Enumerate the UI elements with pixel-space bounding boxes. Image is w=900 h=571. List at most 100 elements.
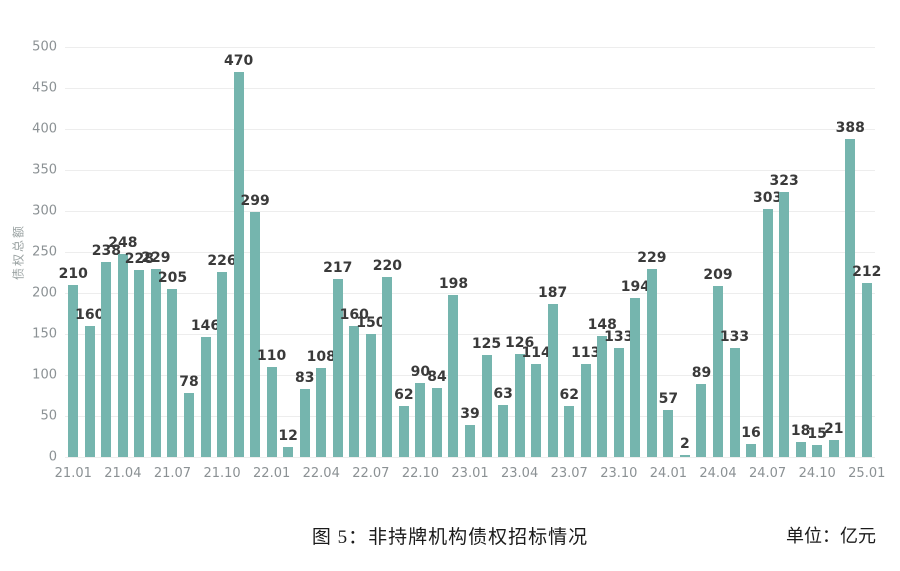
bar-column: 21 xyxy=(824,47,843,457)
bar xyxy=(283,447,294,457)
bar xyxy=(613,347,624,457)
bar-value-label: 133 xyxy=(604,328,634,345)
bar xyxy=(415,383,426,457)
bar-column: 229 xyxy=(141,47,171,457)
bar xyxy=(547,303,558,457)
bar-value-label: 229 xyxy=(141,250,171,267)
bar-column: 78 xyxy=(179,47,199,457)
bar xyxy=(795,442,806,457)
bar-value-label: 113 xyxy=(571,345,601,362)
bar-column: 2 xyxy=(677,47,694,457)
bar-column: 210 21.01 xyxy=(55,47,92,481)
gridline xyxy=(65,170,875,171)
bar-column: 160 xyxy=(75,47,104,457)
bar-column: 133 23.10 xyxy=(600,47,637,481)
bar-column: 133 xyxy=(720,47,749,457)
bar xyxy=(101,261,112,457)
bar-column: 248 21.04 xyxy=(104,47,141,481)
chart-caption: 图 5：非持牌机构债权招标情况 xyxy=(311,527,589,548)
x-tick-label: 21.10 xyxy=(203,466,241,481)
gridline xyxy=(65,211,875,212)
bar xyxy=(580,364,591,457)
bar xyxy=(762,208,773,457)
bar-column: 470 xyxy=(224,47,253,457)
bar-value-label: 114 xyxy=(521,344,551,361)
bar-column: 217 xyxy=(323,47,352,457)
bar xyxy=(746,443,757,457)
bar-column: 90 22.10 xyxy=(402,47,439,481)
bar-value-label: 388 xyxy=(835,119,865,136)
gridline xyxy=(65,252,875,253)
bar-value-label: 146 xyxy=(190,318,221,335)
bar xyxy=(382,276,393,457)
bar xyxy=(217,271,228,457)
unit-label: 单位：亿元 xyxy=(786,526,876,546)
gridline xyxy=(65,293,875,294)
x-tick-label: 24.10 xyxy=(798,466,836,481)
bar-value-label: 62 xyxy=(394,387,414,404)
y-tick-label: 50 xyxy=(40,408,57,424)
bar-value-label: 18 xyxy=(790,423,811,440)
bar xyxy=(845,138,856,457)
x-tick-label: 22.07 xyxy=(352,466,390,481)
bar-value-label: 150 xyxy=(356,315,386,331)
bar-value-label: 90 xyxy=(410,364,431,381)
bar-column: 18 xyxy=(790,47,811,457)
bar-value-label: 89 xyxy=(691,365,712,382)
bar-column: 15 24.10 xyxy=(799,47,836,481)
bar xyxy=(365,334,376,457)
y-tick-label: 350 xyxy=(32,162,57,178)
bar-value-label: 63 xyxy=(493,386,513,403)
bar-value-label: 226 xyxy=(207,252,237,269)
bar xyxy=(828,439,839,457)
bar-value-label: 83 xyxy=(294,369,315,386)
bar-value-label: 303 xyxy=(752,189,783,206)
bar-column: 220 xyxy=(373,47,402,457)
bar-chart: 债权总额 0 50 100 150 200 250 300 350 400 450 500 210 2… xyxy=(12,40,886,482)
x-tick-label: 25.01 xyxy=(848,466,886,481)
bar-column: 12 xyxy=(278,47,298,457)
bar-value-label: 220 xyxy=(372,257,402,274)
bar xyxy=(299,388,310,457)
bar-value-label: 187 xyxy=(538,284,568,301)
x-tick-label: 24.04 xyxy=(699,466,737,481)
x-tick-label: 23.10 xyxy=(600,466,638,481)
bar-column: 39 23.01 xyxy=(451,47,488,481)
bar-column: 323 xyxy=(769,47,799,457)
bar-column: 125 xyxy=(472,47,501,457)
bar-column: 57 24.01 xyxy=(650,47,687,481)
bar-column: 89 xyxy=(691,47,712,457)
bar-value-label: 198 xyxy=(438,275,469,292)
bar xyxy=(448,294,459,457)
bar-value-label: 205 xyxy=(157,269,188,286)
y-tick-label: 500 xyxy=(32,39,57,55)
bar-value-label: 470 xyxy=(223,52,254,69)
bar xyxy=(696,384,707,457)
bar-value-label: 210 xyxy=(58,265,88,282)
bar-value-label: 39 xyxy=(460,406,480,423)
bar xyxy=(200,337,211,457)
bar xyxy=(134,270,145,457)
bar-value-label: 126 xyxy=(504,334,535,351)
x-tick-label: 24.01 xyxy=(649,466,687,481)
x-tick-label: 23.01 xyxy=(451,466,489,481)
bar-column: 113 xyxy=(571,47,600,457)
bar-value-label: 110 xyxy=(257,347,287,364)
plot-area: 0 50 100 150 200 250 300 350 400 450 500 210 21.01 1… xyxy=(32,40,885,482)
bar xyxy=(712,285,723,457)
bar-value-label: 160 xyxy=(339,306,369,323)
bar-value-label: 108 xyxy=(306,349,336,366)
x-tick-label: 22.10 xyxy=(401,466,440,481)
bar-value-label: 15 xyxy=(807,425,827,442)
bar-column: 238 xyxy=(92,47,121,457)
y-tick-label: 250 xyxy=(32,244,57,260)
bar xyxy=(729,347,740,457)
y-tick-label: 300 xyxy=(32,203,57,219)
bar xyxy=(332,279,343,457)
gridline xyxy=(65,457,875,458)
bar-value-label: 160 xyxy=(75,306,105,323)
y-tick-label: 150 xyxy=(32,326,57,342)
bar-column: 160 xyxy=(340,47,369,457)
bar xyxy=(167,288,178,457)
